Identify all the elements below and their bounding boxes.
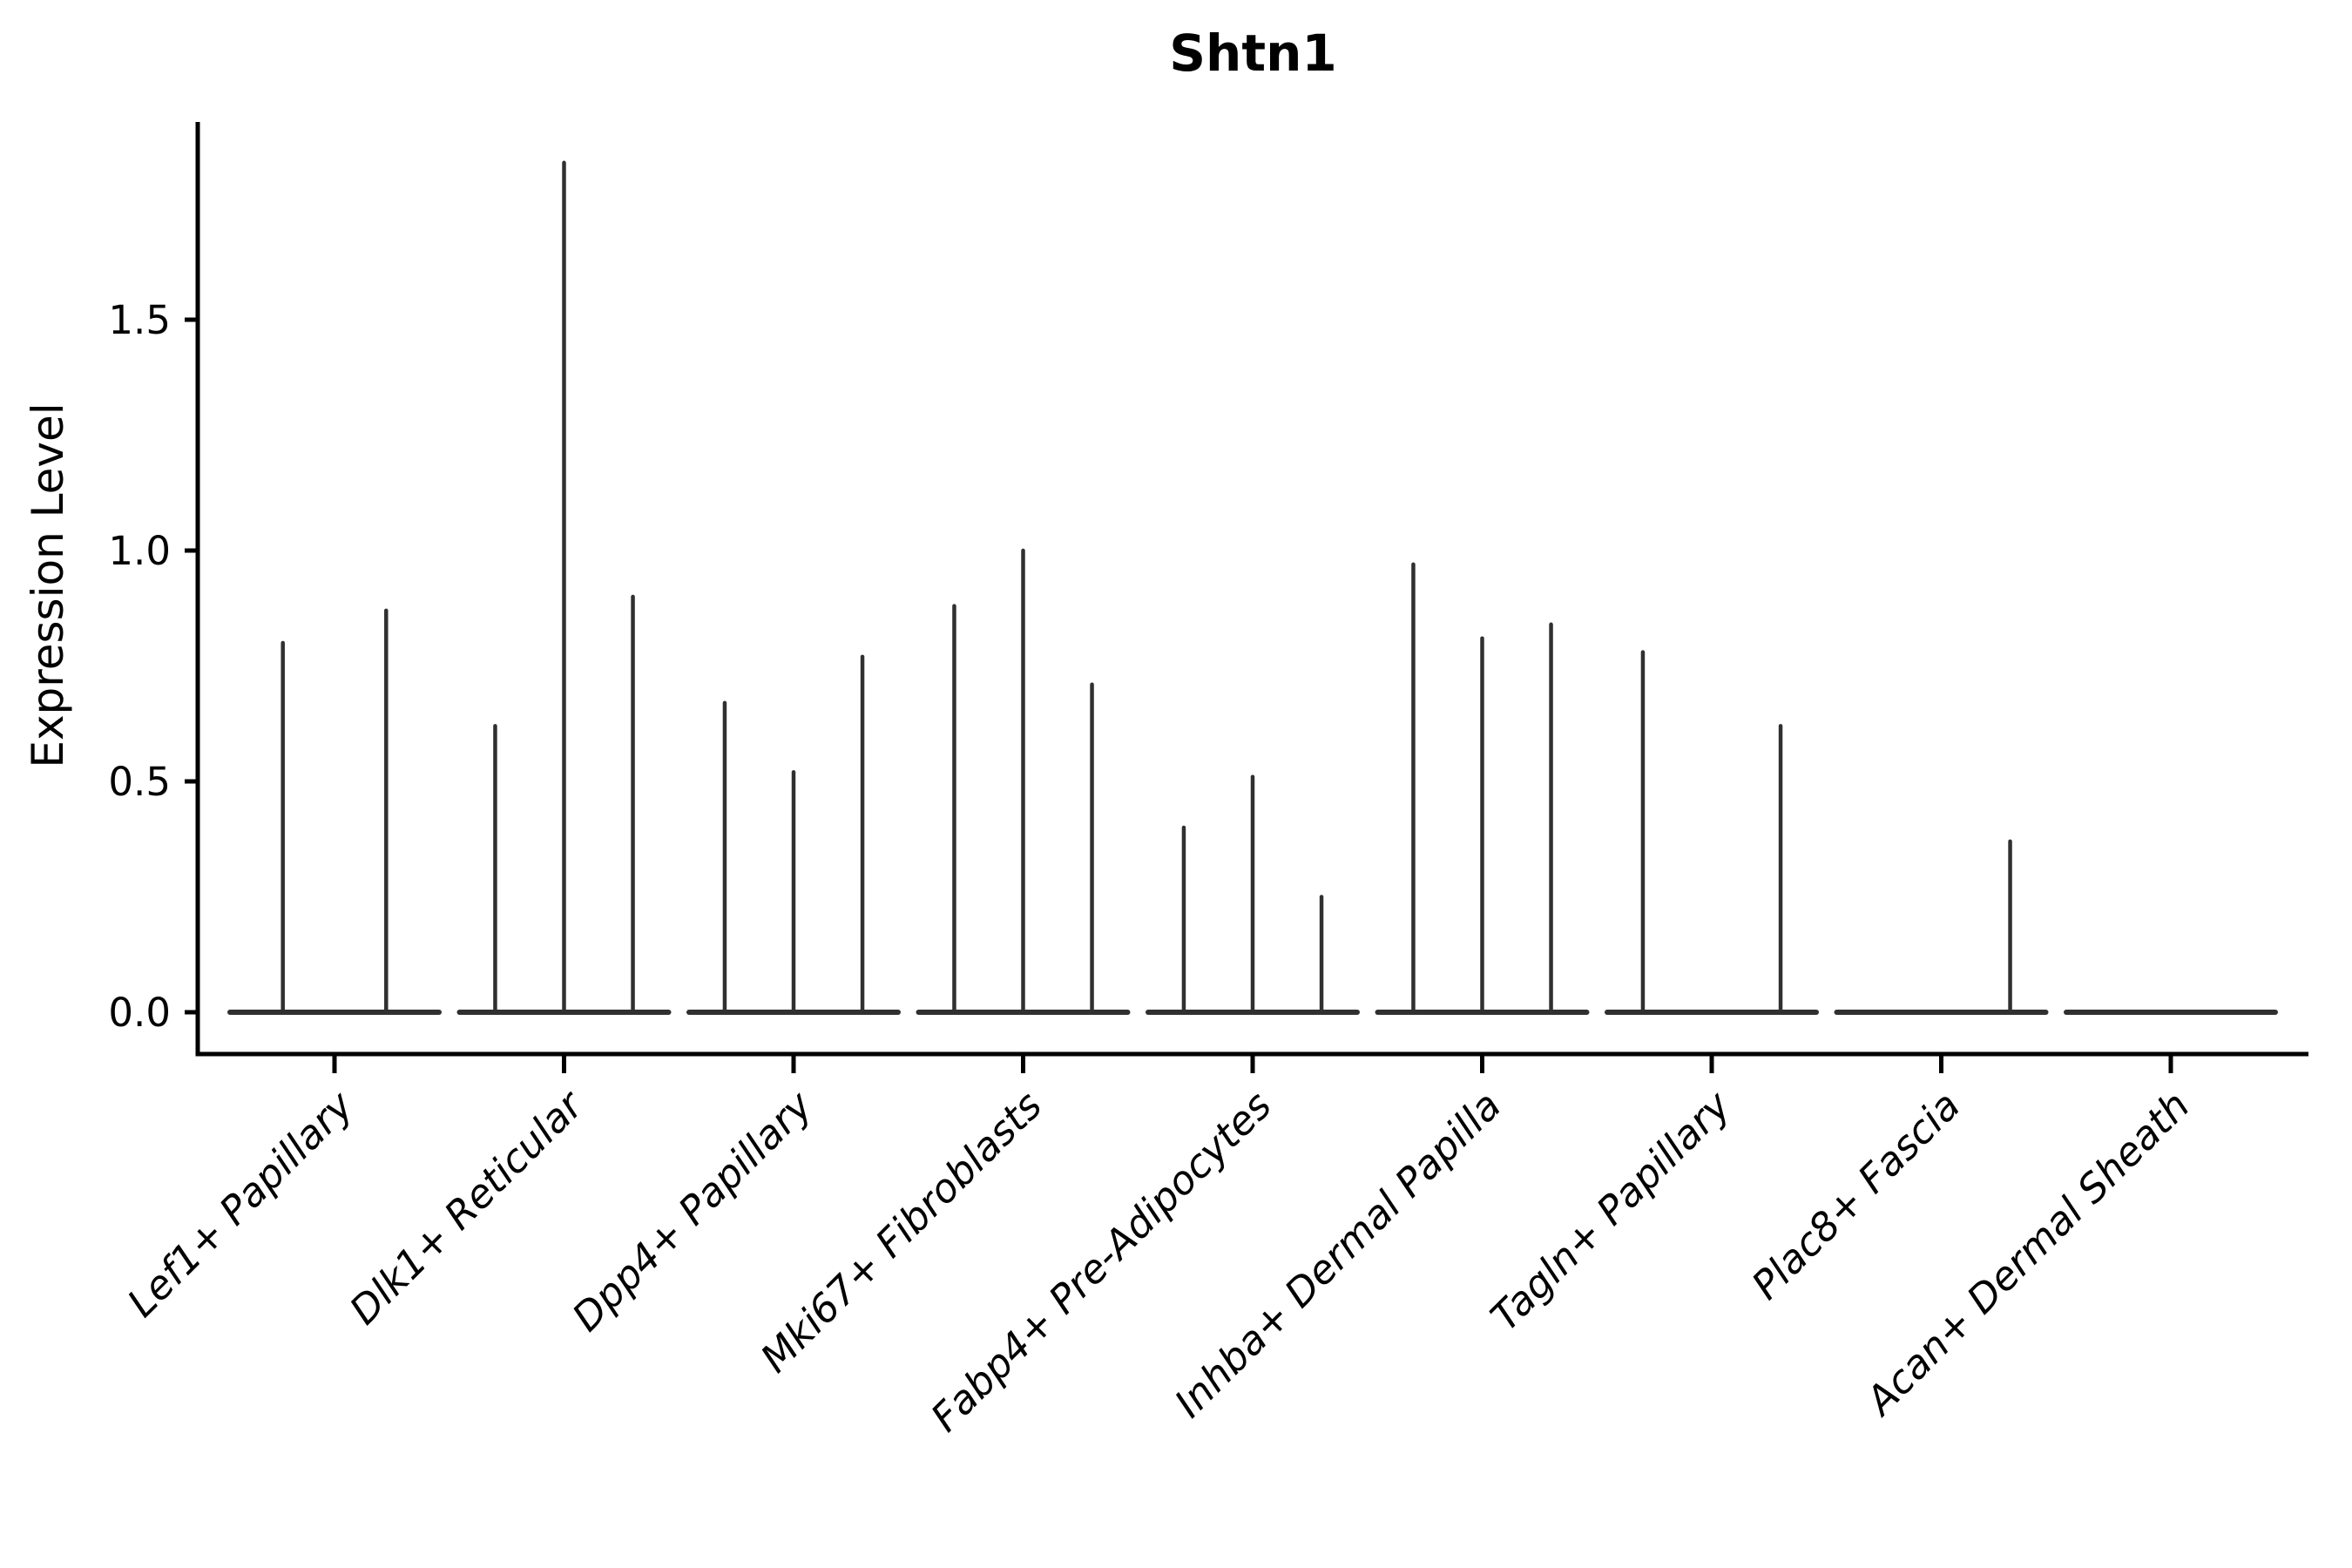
x-tick-label: Dlk1+ Reticular: [341, 1081, 593, 1334]
y-tick-label: 0.0: [108, 990, 171, 1036]
x-tick-label: Dpp4+ Papillary: [564, 1081, 822, 1340]
y-tick-label: 0.5: [108, 759, 171, 805]
x-tick-label: Tagln+ Papillary: [1482, 1081, 1740, 1340]
axis-spines: [195, 122, 2308, 1057]
x-tick-label: Lef1+ Papillary: [118, 1081, 363, 1326]
y-tick-label: 1.0: [108, 528, 171, 574]
y-tick-label: 1.5: [108, 297, 171, 343]
x-tick-label: Plac8+ Fascia: [1743, 1082, 1970, 1308]
chart-title: Shtn1: [1169, 24, 1337, 83]
